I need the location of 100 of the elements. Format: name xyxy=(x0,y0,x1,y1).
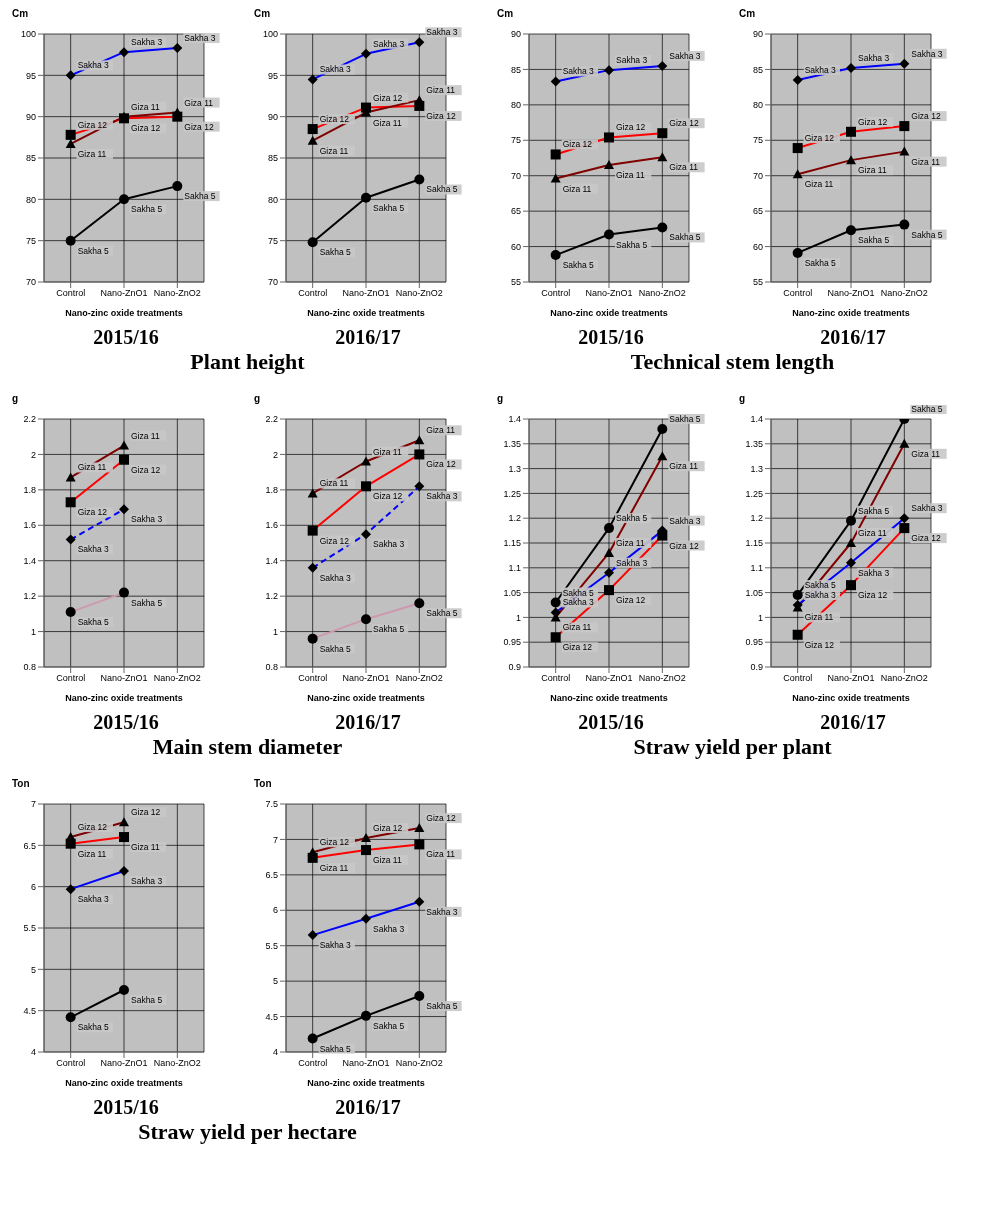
text: Sakha 3 xyxy=(184,33,216,44)
y-axis-title: g xyxy=(496,393,505,405)
x-tick-label: Control xyxy=(541,673,571,684)
y-tick-label: 1.4 xyxy=(750,414,763,425)
text: Giza 12 xyxy=(373,92,403,103)
text: Plant height xyxy=(189,349,306,375)
y-tick-label: 4 xyxy=(272,1047,278,1058)
text: Sakha 5 xyxy=(77,1022,109,1033)
text: Giza 12 xyxy=(911,533,941,544)
text: Sakha 5 xyxy=(669,413,701,424)
text: Sakha 3 xyxy=(426,906,458,917)
text: Sakha 3 xyxy=(131,37,163,48)
y-tick-label: 80 xyxy=(510,100,521,111)
text: Giza 11 xyxy=(911,448,941,459)
text: Giza 11 xyxy=(804,612,834,623)
y-tick-label: 1.1 xyxy=(750,562,763,573)
y-tick-label: 2.2 xyxy=(265,414,278,425)
x-tick-label: Nano-ZnO1 xyxy=(100,1058,148,1069)
series-label: Sakha 5 xyxy=(804,580,837,591)
x-tick-label: Nano-ZnO1 xyxy=(342,1058,390,1069)
y-axis-title: Cm xyxy=(11,8,30,20)
text: 2016/17 xyxy=(334,1096,402,1119)
y-axis-title: Cm xyxy=(253,8,272,20)
y-tick-label: 85 xyxy=(752,64,763,75)
x-tick-label: Nano-ZnO1 xyxy=(100,288,148,299)
y-axis-title: Cm xyxy=(496,8,515,20)
series-label: Giza 12 xyxy=(804,133,835,144)
y-tick-label: 1.35 xyxy=(745,438,763,449)
y-tick-label: 1.4 xyxy=(265,555,278,566)
text: Straw yield per plant xyxy=(632,734,833,760)
x-tick-label: Nano-ZnO2 xyxy=(638,673,686,684)
y-tick-label: 85 xyxy=(510,64,521,75)
text: Straw yield per hectare xyxy=(137,1119,358,1145)
series-label: Giza 11 xyxy=(319,478,349,489)
y-tick-label: 1.6 xyxy=(23,520,36,531)
y-tick-label: 90 xyxy=(510,29,521,40)
y-tick-label: 55 xyxy=(752,277,763,288)
series-label: Sakha 5 xyxy=(426,1001,458,1012)
text: Sakha 3 xyxy=(616,55,648,66)
y-tick-label: 65 xyxy=(510,206,521,217)
y-tick-label: 6.5 xyxy=(265,870,278,881)
series-label: Giza 11 xyxy=(562,183,592,194)
text: Sakha 5 xyxy=(426,608,458,619)
x-tick-label: Nano-ZnO2 xyxy=(153,288,201,299)
text: Giza 11 xyxy=(669,162,699,173)
series-label: Giza 12 xyxy=(562,642,593,653)
y-tick-label: 70 xyxy=(25,277,36,288)
text: Giza 11 xyxy=(373,855,402,866)
x-axis-title: Nano-zinc oxide treatments xyxy=(65,308,183,318)
y-tick-label: 70 xyxy=(752,170,763,181)
series-label: Giza 12 xyxy=(77,119,108,130)
x-tick-label: Nano-ZnO1 xyxy=(342,673,390,684)
text: 2015/16 xyxy=(92,1096,160,1119)
text: Giza 12 xyxy=(616,122,646,133)
text: Giza 11 xyxy=(616,170,645,181)
y-tick-label: 0.8 xyxy=(23,662,36,673)
x-tick-label: Nano-ZnO2 xyxy=(880,673,928,684)
x-tick-label: Nano-ZnO1 xyxy=(342,288,390,299)
x-tick-label: Nano-ZnO2 xyxy=(395,1058,443,1069)
x-tick-label: Control xyxy=(783,288,813,299)
text: Giza 11 xyxy=(131,430,160,441)
text: Sakha 3 xyxy=(858,567,890,578)
y-tick-label: 1.8 xyxy=(265,485,278,496)
y-tick-label: 100 xyxy=(262,29,278,40)
text: Giza 12 xyxy=(426,813,456,824)
y-tick-label: 95 xyxy=(267,70,278,81)
x-tick-label: Nano-ZnO1 xyxy=(100,673,148,684)
text: Sakha 3 xyxy=(911,503,943,514)
y-tick-label: 90 xyxy=(752,29,763,40)
y-tick-label: 80 xyxy=(25,194,36,205)
y-tick-label: 6.5 xyxy=(23,840,36,851)
x-tick-label: Nano-ZnO2 xyxy=(395,673,443,684)
y-tick-label: 1.3 xyxy=(508,463,521,474)
text: Sakha 5 xyxy=(911,404,943,414)
y-tick-label: 0.9 xyxy=(508,662,521,673)
text: Sakha 5 xyxy=(319,643,351,654)
text: Giza 12 xyxy=(373,491,403,502)
x-tick-label: Control xyxy=(56,288,86,299)
text: Sakha 3 xyxy=(616,557,648,568)
text: Giza 12 xyxy=(858,116,888,127)
text: Sakha 5 xyxy=(319,1043,351,1054)
y-tick-label: 1.2 xyxy=(23,591,36,602)
text: Sakha 3 xyxy=(131,514,163,525)
text: Sakha 3 xyxy=(669,50,701,61)
x-tick-label: Nano-ZnO1 xyxy=(827,673,875,684)
text: Sakha 5 xyxy=(858,505,890,516)
y-tick-label: 70 xyxy=(267,277,278,288)
text: Giza 11 xyxy=(562,622,592,633)
x-tick-label: Control xyxy=(298,1058,328,1069)
y-tick-label: 5 xyxy=(30,964,36,975)
series-label: Sakha 3 xyxy=(319,572,352,583)
y-tick-label: 1.2 xyxy=(265,591,278,602)
text: Sakha 3 xyxy=(911,48,943,59)
y-tick-label: 1.35 xyxy=(503,438,521,449)
y-tick-label: 85 xyxy=(267,153,278,164)
y-tick-label: 1.25 xyxy=(503,488,521,499)
series-label: Giza 11 xyxy=(858,528,887,538)
x-axis-title: Nano-zinc oxide treatments xyxy=(307,693,425,703)
series-label: Sakha 5 xyxy=(669,232,701,243)
series-label: Sakha 3 xyxy=(77,544,110,555)
